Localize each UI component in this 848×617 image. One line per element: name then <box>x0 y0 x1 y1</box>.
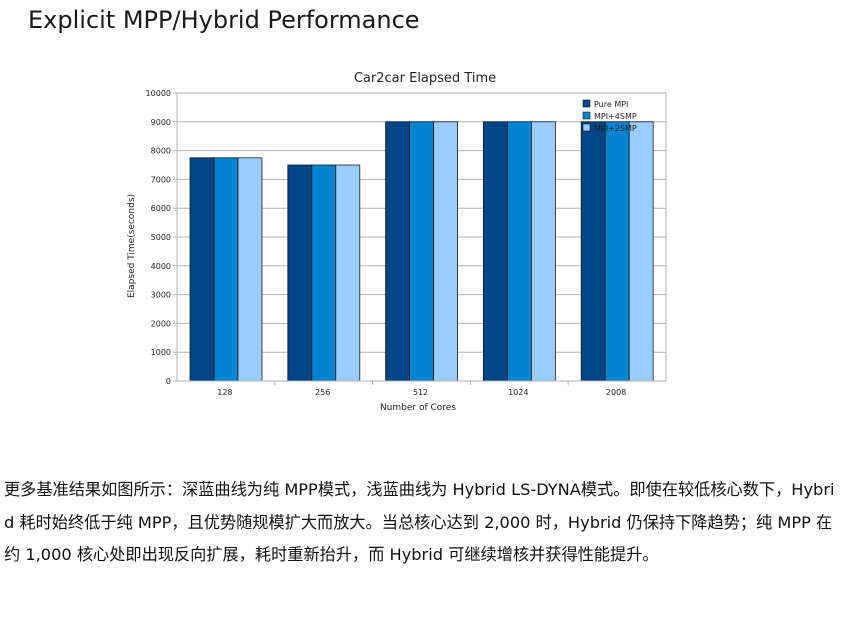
bar-mpi-4smp-128 <box>213 157 239 382</box>
slide-title: Explicit MPP/Hybrid Performance <box>28 6 420 34</box>
y-tick-label: 2000 <box>151 319 171 328</box>
x-axis-label: Number of Cores <box>380 403 456 413</box>
legend-label: MPI+4SMP <box>594 112 637 121</box>
y-tick-label: 10000 <box>146 89 171 98</box>
bar-pure-mpi-512 <box>385 121 411 382</box>
bar-pure-mpi-128 <box>189 157 215 382</box>
y-tick-label: 7000 <box>151 175 171 184</box>
bar-chart: Car2car Elapsed Time 0 1000 2000 3000 4000 50… <box>127 71 667 413</box>
bar-mpi-2smp-512 <box>433 121 459 382</box>
x-tick-label: 512 <box>413 388 428 397</box>
y-tick-label: 6000 <box>151 204 171 213</box>
y-tick-label: 1000 <box>151 348 171 357</box>
chart-title: Car2car Elapsed Time <box>354 71 496 86</box>
caption-text: 更多基准结果如图所示：深蓝曲线为纯 MPP模式，浅蓝曲线为 Hybrid LS-… <box>4 480 835 564</box>
legend-label: Pure MPI <box>594 100 628 109</box>
y-tick-label: 9000 <box>151 118 171 127</box>
bar-pure-mpi-1024 <box>482 121 508 382</box>
x-tick-label: 256 <box>315 388 330 397</box>
bar-mpi-4smp-256 <box>311 164 337 382</box>
x-tick-label: 128 <box>217 388 232 397</box>
y-tick-label: 5000 <box>151 233 171 242</box>
y-tick-label: 0 <box>166 377 171 386</box>
legend-swatch <box>582 123 591 132</box>
x-tick-label: 2008 <box>606 388 626 397</box>
plot-area: 0 1000 2000 3000 4000 5000 6000 7000 8000 9000 100… <box>146 89 667 397</box>
bar-pure-mpi-2008 <box>580 121 606 382</box>
bar-mpi-4smp-2008 <box>604 121 630 382</box>
x-tick-label: 1024 <box>508 388 528 397</box>
bar-mpi-4smp-1024 <box>506 121 532 382</box>
legend-swatch <box>582 99 591 108</box>
bar-mpi-2smp-1024 <box>531 121 556 382</box>
bar-mpi-4smp-512 <box>409 121 435 382</box>
legend-swatch <box>582 111 591 120</box>
bar-pure-mpi-256 <box>287 164 313 382</box>
y-axis-label: Elapsed Time(seconds) <box>127 194 137 298</box>
legend-label: MPI+2SMP <box>594 124 637 133</box>
plot-border <box>176 92 667 382</box>
y-tick-label: 8000 <box>151 147 171 156</box>
bar-mpi-2smp-256 <box>335 164 361 382</box>
bar-mpi-2smp-2008 <box>628 121 654 382</box>
y-tick-label: 3000 <box>151 291 171 300</box>
y-tick-label: 4000 <box>151 262 171 271</box>
bar-mpi-2smp-128 <box>237 157 263 382</box>
chart-legend: Pure MPI MPI+4SMP MPI+2SMP <box>582 99 637 133</box>
